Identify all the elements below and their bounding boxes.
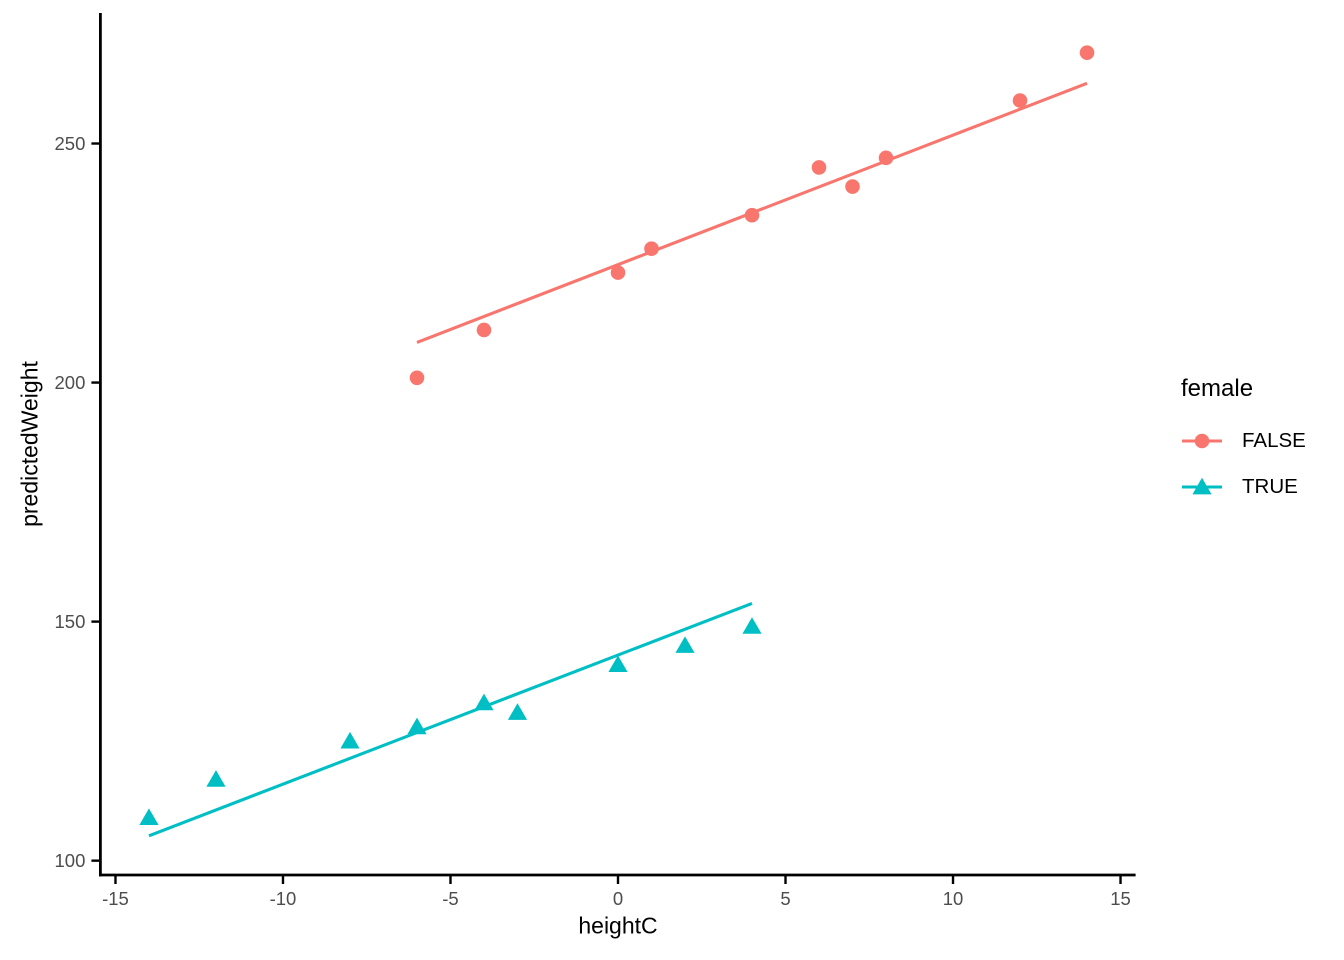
legend-title: female	[1181, 375, 1254, 402]
x-axis-title: heightC	[578, 912, 658, 939]
point-false	[845, 179, 860, 194]
point-false	[744, 207, 760, 223]
legend-item-label: FALSE	[1242, 429, 1306, 452]
legend-item-label: TRUE	[1242, 475, 1298, 498]
point-false	[476, 322, 492, 338]
point-true	[608, 655, 628, 673]
x-tick-label: 0	[613, 888, 623, 909]
point-false	[1012, 93, 1028, 108]
point-true	[139, 808, 159, 826]
point-false	[644, 241, 659, 256]
y-tick-label: 250	[55, 133, 86, 154]
x-tick-label: -5	[442, 888, 458, 909]
point-true	[507, 703, 528, 720]
legend: female FALSE TRUE	[1181, 374, 1306, 510]
y-tick-label: 100	[55, 850, 86, 871]
legend-items: FALSE TRUE	[1181, 418, 1306, 510]
legend-key-triangle	[1192, 477, 1212, 495]
y-tick-label: 150	[55, 611, 86, 632]
point-true	[407, 717, 427, 735]
point-true	[742, 617, 762, 634]
regression-line-true	[148, 601, 753, 838]
x-tick-label: -10	[270, 888, 297, 909]
point-true	[675, 636, 695, 653]
point-true	[474, 693, 494, 711]
legend-key-triangle-icon	[1182, 477, 1222, 495]
x-tick-label: 15	[1110, 888, 1131, 909]
point-true	[206, 770, 226, 787]
point-false	[409, 370, 425, 386]
point-false	[878, 150, 894, 166]
x-tick-label: 10	[943, 888, 964, 909]
legend-item-false: FALSE	[1181, 418, 1306, 464]
y-tick-label: 200	[55, 372, 86, 393]
y-axis-title: predictedWeight	[16, 361, 43, 527]
point-false	[811, 160, 827, 175]
x-tick-label: -15	[102, 888, 129, 909]
legend-key-circle-icon	[1182, 433, 1222, 449]
x-tick-label: 5	[780, 888, 790, 909]
point-false	[610, 265, 626, 280]
point-false	[1079, 45, 1095, 60]
point-true	[340, 731, 360, 749]
legend-key-circle	[1194, 433, 1210, 449]
legend-item-true: TRUE	[1181, 464, 1306, 510]
